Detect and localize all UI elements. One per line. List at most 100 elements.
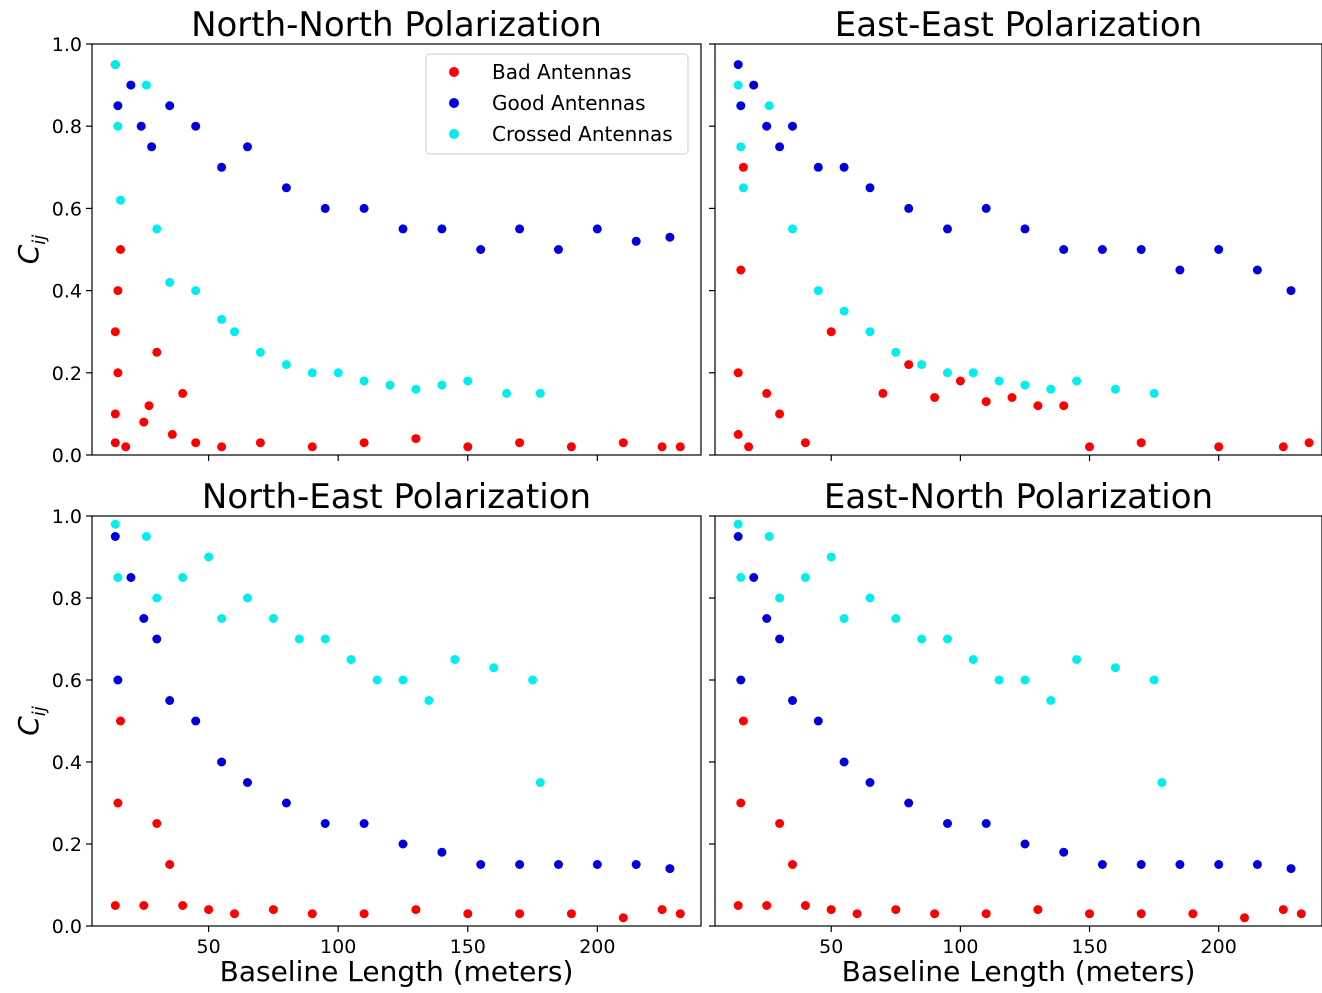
bad-antenna-point	[167, 429, 177, 439]
bad-antenna-point	[738, 162, 748, 172]
legend-label-good: Good Antennas	[492, 91, 646, 115]
y-tick-label: 0.2	[52, 363, 82, 385]
panel-1: North-North Polarization 0.0 0.2 0.4 0.6 0.8 1…	[12, 5, 702, 467]
good-antenna-point	[631, 236, 641, 246]
crossed-antenna-point	[110, 519, 120, 529]
crossed-antenna-point	[307, 368, 317, 378]
crossed-antenna-point	[1046, 696, 1056, 705]
good-antenna-point	[1097, 245, 1107, 254]
crossed-antenna-point	[191, 286, 201, 296]
bad-antenna-point	[930, 393, 940, 402]
crossed-antenna-point	[178, 573, 188, 582]
crossed-antenna-point	[359, 376, 369, 386]
bad-antenna-point	[733, 901, 743, 910]
x-tick-label: 50	[197, 936, 221, 958]
good-antenna-point	[733, 532, 743, 541]
bad-antenna-point	[1240, 913, 1249, 923]
panel-title: East-East Polarization	[835, 5, 1202, 45]
bad-antenna-point	[1278, 905, 1288, 915]
crossed-antenna-point	[113, 121, 123, 131]
good-antenna-point	[110, 532, 120, 541]
good-antenna-point	[813, 716, 823, 726]
good-antenna-point	[665, 864, 675, 874]
bad-antenna-point	[1296, 909, 1306, 919]
bad-antenna-point	[1033, 905, 1043, 915]
good-antenna-point	[736, 675, 746, 685]
bad-antenna-point	[191, 438, 201, 448]
crossed-antenna-point	[230, 327, 239, 337]
bad-antenna-point	[1304, 438, 1314, 448]
data-points	[733, 519, 1306, 923]
bad-antenna-point	[463, 909, 473, 919]
bad-antenna-point	[775, 409, 785, 419]
bad-antenna-point	[411, 434, 421, 444]
bad-legend-marker	[449, 67, 459, 77]
bad-antenna-point	[981, 909, 991, 919]
good-antenna-point	[554, 245, 563, 254]
bad-antenna-point	[930, 909, 940, 919]
bad-antenna-point	[116, 245, 125, 254]
crossed-antenna-point	[775, 593, 785, 603]
bad-antenna-point	[955, 376, 965, 386]
crossed-antenna-point	[204, 552, 214, 562]
crossed-antenna-point	[764, 101, 774, 111]
bad-antenna-point	[852, 909, 862, 919]
legend-label-bad: Bad Antennas	[492, 60, 632, 84]
crossed-antenna-point	[243, 593, 252, 603]
bad-antenna-point	[733, 368, 743, 378]
plot-frame	[714, 515, 1322, 927]
crossed-antenna-point	[141, 80, 151, 90]
good-antenna-point	[359, 203, 369, 213]
crossed-antenna-point	[450, 655, 460, 664]
good-antenna-point	[775, 142, 785, 152]
y-tick-label: 0.8	[52, 588, 82, 610]
crossed-antenna-point	[372, 675, 382, 685]
good-antenna-point	[1136, 860, 1146, 869]
crossed-antenna-point	[110, 60, 120, 70]
crossed-antenna-point	[1110, 384, 1120, 394]
crossed-antenna-point	[1046, 384, 1056, 394]
good-antenna-point	[398, 224, 408, 234]
y-tick-label: 0.0	[52, 916, 82, 938]
good-antenna-point	[762, 614, 772, 623]
bad-antenna-point	[230, 909, 239, 919]
bad-antenna-point	[217, 442, 227, 452]
x-tick-label: 200	[579, 936, 615, 958]
crossed-antenna-point	[502, 388, 512, 398]
bad-antenna-point	[775, 819, 785, 828]
bad-antenna-point	[1136, 909, 1146, 919]
good-antenna-point	[281, 183, 291, 193]
y-tick-label: 0.6	[52, 670, 82, 692]
bad-antenna-point	[178, 901, 188, 910]
good-antenna-point	[165, 696, 175, 705]
crossed-antenna-point	[437, 380, 447, 390]
crossed-antenna-point	[489, 663, 499, 673]
crossed-antenna-point	[1110, 663, 1120, 673]
x-tick-label: 100	[320, 936, 356, 958]
good-antenna-point	[1252, 265, 1262, 275]
crossed-antenna-point	[1072, 655, 1082, 664]
bad-antenna-point	[1007, 393, 1017, 402]
crossed-antenna-point	[733, 519, 743, 529]
crossed-antenna-point	[113, 573, 123, 582]
bad-antenna-point	[891, 905, 901, 915]
bad-antenna-point	[110, 327, 120, 337]
good-antenna-point	[865, 778, 875, 787]
x-axis-label: Baseline Length (meters)	[220, 955, 574, 988]
crossed-antenna-point	[839, 614, 849, 623]
bad-antenna-point	[675, 909, 685, 919]
y-tick-label: 0.0	[52, 445, 82, 467]
good-antenna-point	[762, 121, 772, 131]
panel-3: North-East Polarization 0.0 0.2 0.4 0.6 0.8 1.…	[12, 477, 702, 988]
bad-antenna-point	[139, 417, 149, 427]
crossed-antenna-point	[1149, 675, 1159, 685]
bad-antenna-point	[826, 327, 836, 337]
good-antenna-point	[1286, 864, 1296, 874]
y-axis-label-subscript: ij	[29, 706, 50, 716]
bad-antenna-point	[800, 901, 810, 910]
good-antenna-point	[592, 224, 602, 234]
x-tick-label: 150	[450, 936, 486, 958]
good-antenna-point	[1059, 245, 1069, 254]
bad-antenna-point	[1085, 909, 1094, 919]
